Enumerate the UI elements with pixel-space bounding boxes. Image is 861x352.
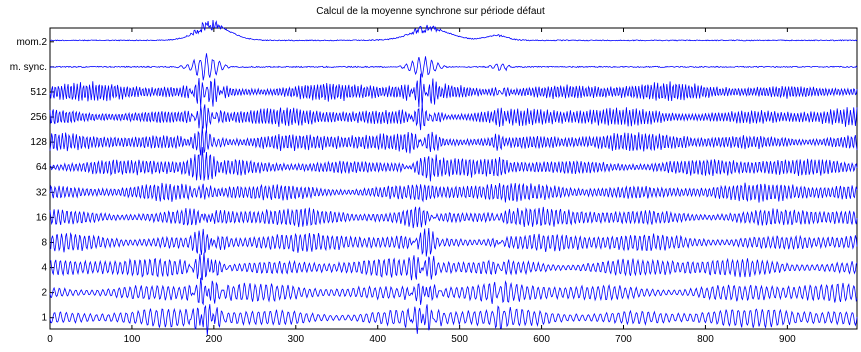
series-line <box>49 227 858 257</box>
x-tick-label: 200 <box>206 334 223 345</box>
x-tick-label: 800 <box>697 334 714 345</box>
row-label: 128 <box>30 137 47 148</box>
x-tick-label: 300 <box>287 334 304 345</box>
row-label: 64 <box>36 162 48 173</box>
x-tick-label: 900 <box>779 334 796 345</box>
series-line <box>49 182 858 203</box>
x-tick-label: 100 <box>124 334 141 345</box>
series-line <box>49 206 858 229</box>
row-label: 8 <box>41 237 47 248</box>
series-line <box>49 73 858 108</box>
row-label: 1 <box>41 313 47 324</box>
series-line <box>49 147 858 182</box>
row-label: 2 <box>41 288 47 299</box>
x-tick-label: 400 <box>369 334 386 345</box>
series-line <box>50 19 858 42</box>
chart-title: Calcul de la moyenne synchrone sur pério… <box>316 6 545 17</box>
series-line <box>49 104 858 131</box>
x-tick-label: 0 <box>47 334 53 345</box>
row-label: 32 <box>36 187 48 198</box>
series-line <box>49 53 858 81</box>
axes-box <box>49 27 858 330</box>
x-tick-label: 500 <box>451 334 468 345</box>
row-label: 16 <box>36 212 48 223</box>
row-label: m. sync. <box>10 62 47 73</box>
series-line <box>49 277 858 306</box>
row-label: 256 <box>30 112 47 123</box>
series-line <box>49 304 858 336</box>
row-label: 4 <box>41 263 47 274</box>
x-tick-label: 600 <box>533 334 550 345</box>
row-label: 512 <box>30 87 47 98</box>
row-label: mom.2 <box>16 37 47 48</box>
series-line <box>49 126 858 156</box>
x-tick-label: 700 <box>615 334 632 345</box>
series-line <box>49 252 858 281</box>
